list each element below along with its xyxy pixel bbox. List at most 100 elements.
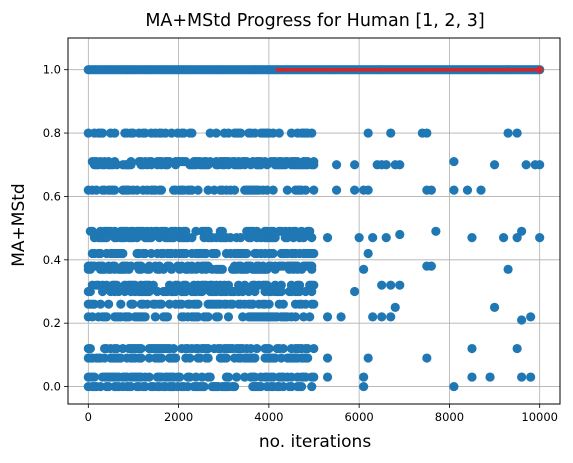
data-point xyxy=(274,128,284,138)
data-point xyxy=(252,226,262,236)
data-point xyxy=(301,185,311,195)
data-point xyxy=(181,226,191,236)
data-point xyxy=(395,160,405,170)
data-point xyxy=(381,233,391,243)
data-point xyxy=(262,280,272,290)
data-point xyxy=(395,229,405,240)
data-point xyxy=(116,299,126,309)
data-point xyxy=(390,302,400,312)
data-point xyxy=(211,248,221,259)
data-point xyxy=(223,312,234,322)
data-point xyxy=(164,261,175,271)
x-tick-label: 2000 xyxy=(164,410,193,424)
data-point xyxy=(156,299,167,309)
data-point xyxy=(535,160,545,170)
data-point xyxy=(175,372,185,382)
series-line-end-point xyxy=(536,66,544,74)
data-point xyxy=(217,226,227,236)
data-point xyxy=(112,280,122,290)
y-tick-label: 0.8 xyxy=(43,126,61,140)
data-point xyxy=(110,185,120,195)
data-point xyxy=(154,261,165,271)
data-point xyxy=(156,353,167,363)
data-point xyxy=(250,353,260,363)
data-point xyxy=(276,280,286,290)
data-point xyxy=(331,185,342,195)
data-point xyxy=(307,261,317,271)
data-point xyxy=(136,261,146,271)
data-point xyxy=(97,128,108,138)
data-point xyxy=(95,299,106,309)
data-point xyxy=(236,128,246,138)
data-point xyxy=(136,353,146,363)
data-point xyxy=(150,312,160,322)
data-point xyxy=(203,312,213,322)
data-point xyxy=(229,381,240,392)
data-point xyxy=(426,261,436,271)
data-point xyxy=(368,233,378,243)
x-tick-label: 10000 xyxy=(521,410,558,424)
data-point xyxy=(213,312,223,322)
x-tick-label: 8000 xyxy=(435,410,464,424)
data-point xyxy=(307,381,317,392)
data-point xyxy=(118,248,128,259)
data-point xyxy=(282,185,292,195)
data-point xyxy=(193,299,203,309)
chart-title: MA+MStd Progress for Human [1, 2, 3] xyxy=(145,11,484,31)
y-tick-label: 0.2 xyxy=(43,316,61,330)
data-point xyxy=(462,185,473,195)
x-tick-label: 4000 xyxy=(254,410,283,424)
data-point xyxy=(517,372,527,382)
data-point xyxy=(187,128,197,138)
data-point xyxy=(498,233,509,243)
data-point xyxy=(126,156,136,167)
data-point xyxy=(485,372,495,382)
data-point xyxy=(368,312,378,322)
data-point xyxy=(110,128,120,138)
data-point xyxy=(354,233,364,243)
data-point xyxy=(185,353,195,363)
data-point xyxy=(526,372,536,382)
data-point xyxy=(309,248,319,259)
data-point xyxy=(148,280,158,290)
data-point xyxy=(386,312,396,322)
y-tick-label: 0.6 xyxy=(43,189,61,203)
data-point xyxy=(350,185,360,195)
data-point xyxy=(309,343,319,354)
data-point xyxy=(104,299,114,309)
data-point xyxy=(268,248,278,259)
data-point xyxy=(512,233,522,243)
data-point xyxy=(276,286,286,297)
data-point xyxy=(211,128,221,138)
data-point xyxy=(87,226,97,236)
data-point xyxy=(363,128,373,138)
data-point xyxy=(503,264,513,274)
data-point xyxy=(359,372,369,382)
data-point xyxy=(377,312,387,322)
data-point xyxy=(395,280,405,290)
data-point xyxy=(231,372,242,382)
data-point xyxy=(294,280,305,290)
data-point xyxy=(229,185,240,195)
data-point xyxy=(203,353,213,363)
data-point xyxy=(156,185,167,195)
data-points xyxy=(83,65,545,392)
data-point xyxy=(386,128,396,138)
y-axis-label: MA+MStd xyxy=(9,183,29,266)
data-point xyxy=(217,264,227,274)
x-axis-label: no. iterations xyxy=(259,432,372,452)
data-point xyxy=(89,372,100,382)
data-point xyxy=(512,343,522,354)
data-point xyxy=(85,343,95,354)
plot-frame xyxy=(67,37,561,405)
data-point xyxy=(426,185,436,195)
data-point xyxy=(517,315,527,325)
data-point xyxy=(386,280,396,290)
data-point xyxy=(128,299,138,309)
data-point xyxy=(252,343,262,354)
data-point xyxy=(305,226,315,236)
data-point xyxy=(489,302,500,312)
data-point xyxy=(467,233,477,243)
data-point xyxy=(140,312,150,322)
